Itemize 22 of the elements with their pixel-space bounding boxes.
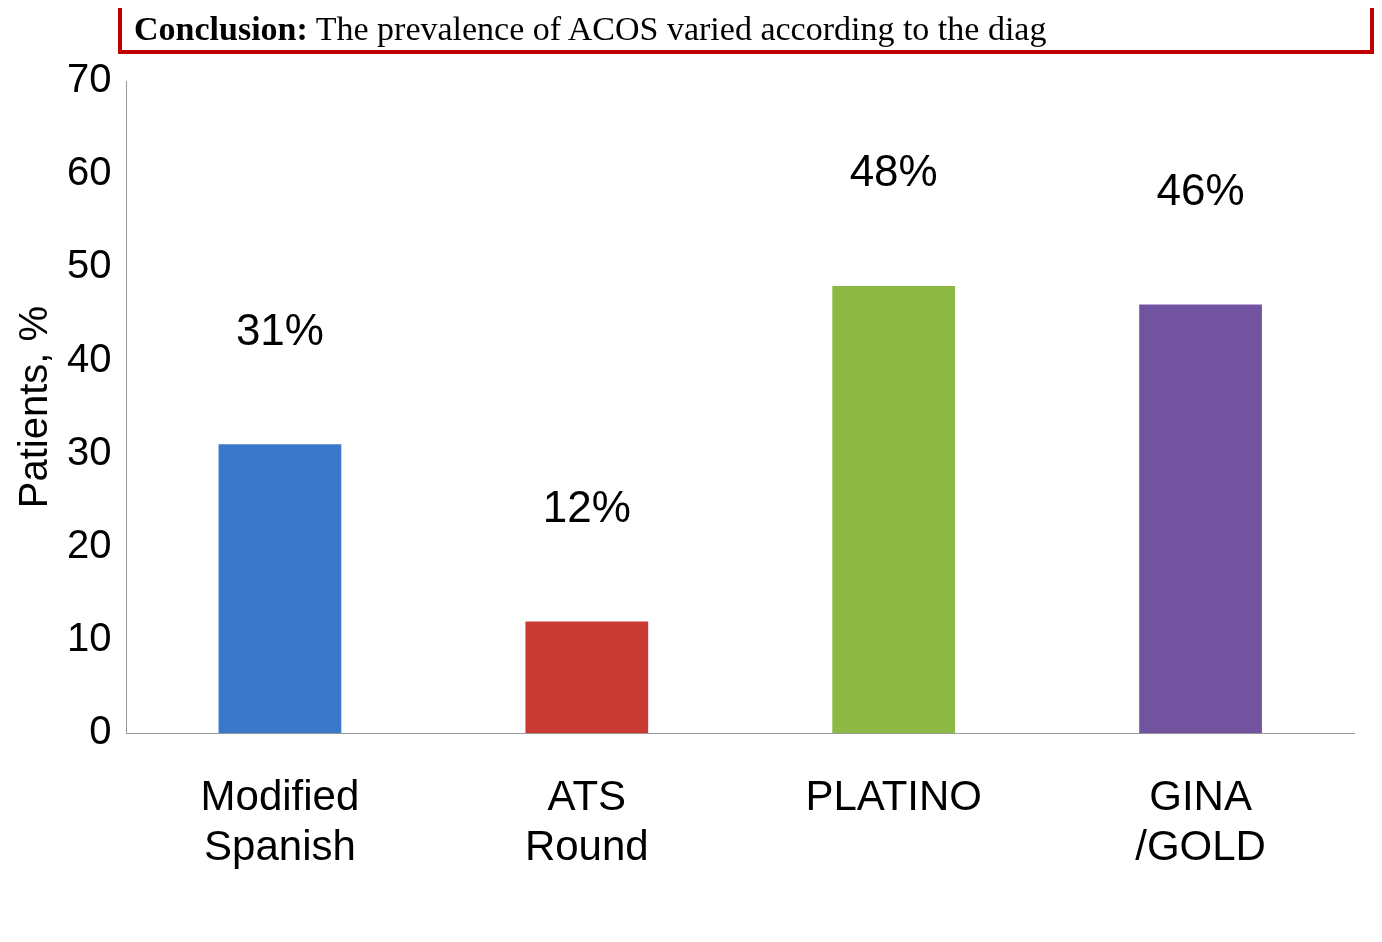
bar — [832, 285, 956, 734]
y-tick-label: 70 — [66, 56, 112, 101]
y-tick-label: 50 — [66, 242, 112, 287]
y-tick-label: 20 — [66, 521, 112, 566]
y-tick-label: 40 — [66, 335, 112, 380]
bar — [1139, 304, 1262, 734]
x-tick-label: PLATINO — [805, 771, 982, 819]
data-label: 12% — [542, 481, 631, 531]
x-tick-label: ATS Round — [524, 771, 649, 870]
y-tick-label: 10 — [66, 615, 112, 660]
y-tick-label: 0 — [89, 708, 112, 753]
y-axis-title: Patients, % — [11, 305, 56, 509]
y-tick-label: 30 — [66, 428, 112, 473]
x-tick-label: GINA /GOLD — [1135, 771, 1266, 870]
bar — [525, 621, 649, 734]
data-label: 48% — [849, 146, 938, 196]
text: Conclusion: The prevalence of ACOS varied according to the diag — [118, 8, 1374, 54]
data-label: 31% — [235, 304, 324, 354]
bar — [218, 444, 342, 734]
x-tick-label: Modified Spanish — [200, 771, 360, 870]
y-tick-label: 60 — [66, 149, 112, 194]
data-label: 46% — [1156, 164, 1245, 214]
